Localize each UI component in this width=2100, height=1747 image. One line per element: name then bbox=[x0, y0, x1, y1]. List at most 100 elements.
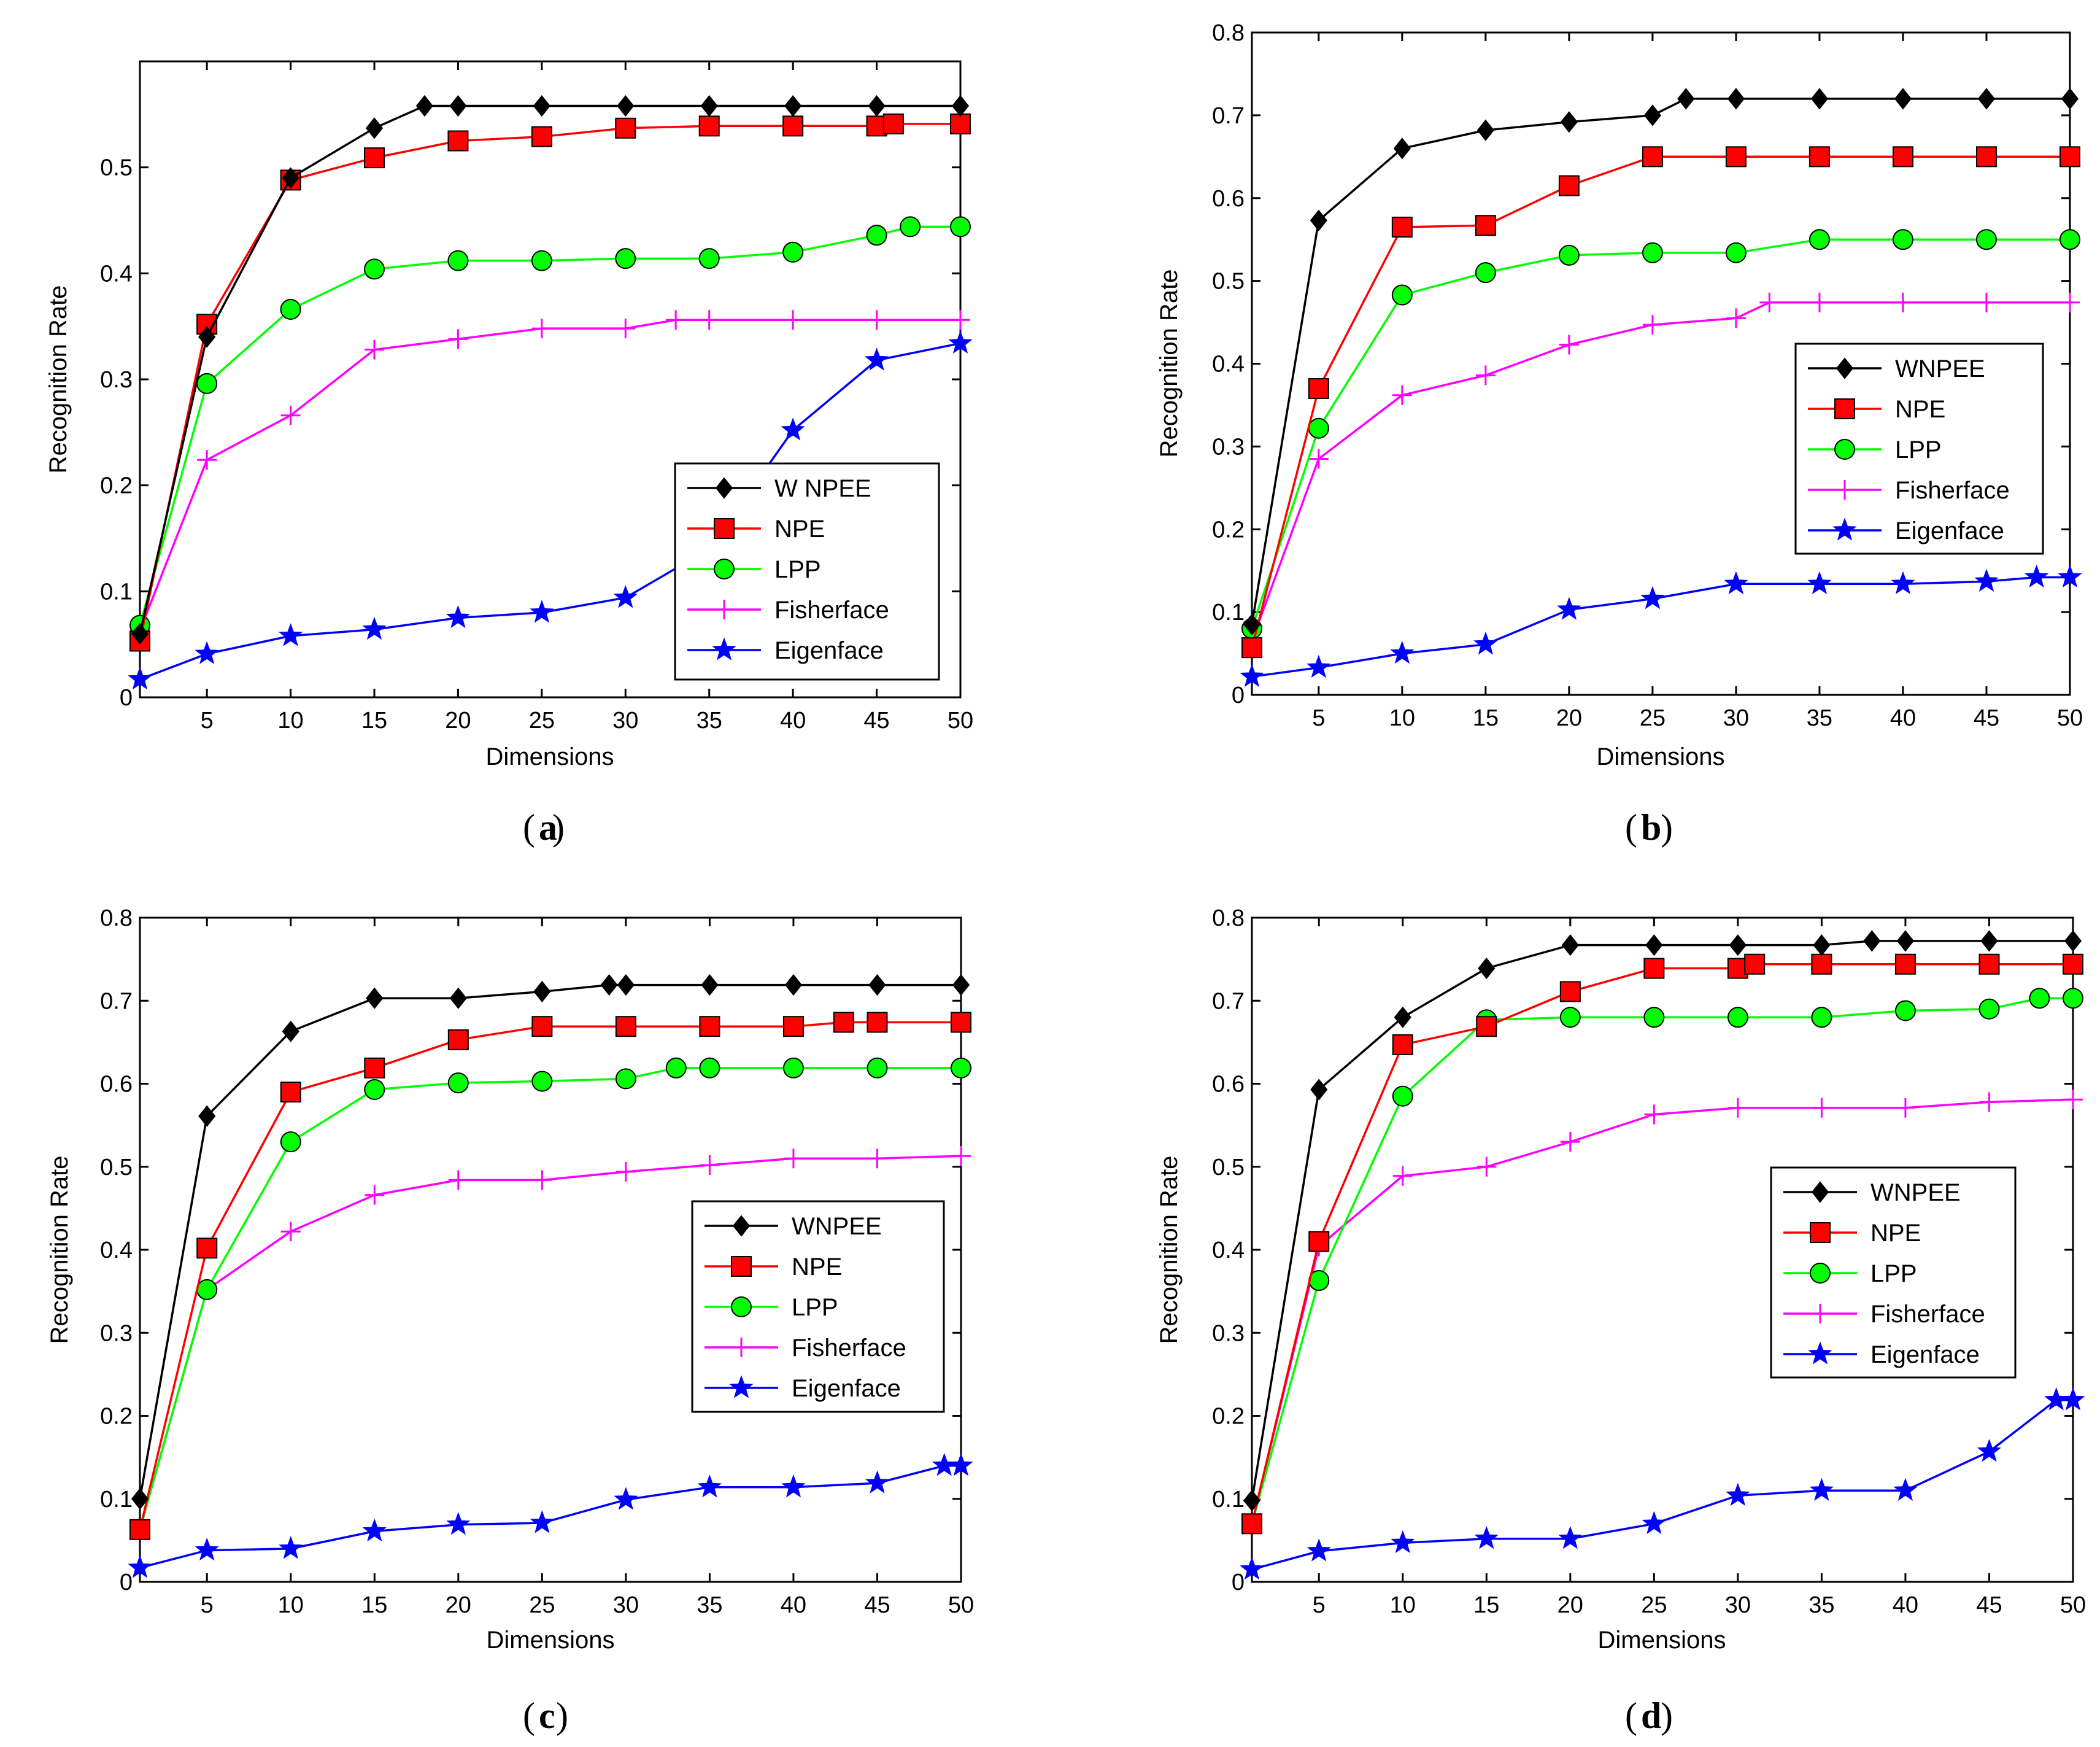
caption-letter: d bbox=[1641, 1695, 1661, 1736]
data-point bbox=[1559, 1007, 1581, 1028]
y-tick-label: 0 bbox=[1232, 1570, 1245, 1595]
y-tick-label: 0.5 bbox=[1212, 269, 1245, 295]
data-point bbox=[449, 987, 467, 1009]
legend-label: LPP bbox=[774, 556, 821, 583]
x-ticks: 5 10 15 20 25 30 35 40 45 50 bbox=[1313, 918, 2086, 1618]
series-line bbox=[1251, 963, 2073, 1524]
x-tick-label: 35 bbox=[697, 1592, 722, 1618]
data-point bbox=[833, 1012, 854, 1033]
x-tick-label: 30 bbox=[613, 1592, 639, 1618]
x-tick-label: 30 bbox=[1725, 1592, 1751, 1618]
y-tick-label: 0.1 bbox=[1212, 1487, 1245, 1513]
data-point bbox=[1243, 1489, 1261, 1512]
data-point bbox=[1975, 229, 1997, 250]
data-point bbox=[1807, 571, 1832, 594]
data-point bbox=[782, 1057, 804, 1079]
data-point bbox=[867, 310, 887, 330]
data-point bbox=[198, 1105, 216, 1127]
y-tick-label: 0.2 bbox=[100, 1404, 133, 1430]
y-tick-label: 0.8 bbox=[1212, 905, 1245, 931]
legend-marker bbox=[1836, 357, 1854, 379]
data-point bbox=[1895, 1098, 1915, 1118]
data-point bbox=[1976, 292, 1996, 312]
x-axis-label: Dimensions bbox=[1598, 1627, 1726, 1654]
data-point bbox=[1809, 1478, 1834, 1501]
x-axis-label: Dimensions bbox=[1597, 743, 1725, 770]
legend-marker bbox=[714, 559, 735, 579]
data-point bbox=[1393, 138, 1411, 160]
x-tick-label: 35 bbox=[697, 708, 722, 734]
x-ticks: 5 10 15 20 25 30 35 40 45 50 bbox=[1312, 33, 2083, 731]
series-line bbox=[139, 104, 960, 634]
x-tick-label: 5 bbox=[201, 708, 214, 734]
x-tick-label: 45 bbox=[863, 708, 889, 734]
legend-label: LPP bbox=[1870, 1260, 1917, 1287]
data-point bbox=[1727, 88, 1745, 110]
data-point bbox=[447, 130, 469, 152]
legend-marker bbox=[731, 1256, 752, 1277]
data-point bbox=[1473, 632, 1498, 655]
data-point bbox=[1645, 934, 1663, 956]
series-npe bbox=[129, 1012, 971, 1540]
data-point bbox=[2063, 988, 2083, 1009]
x-tick-label: 40 bbox=[781, 1592, 806, 1618]
data-point bbox=[1975, 146, 1997, 168]
data-point bbox=[1558, 175, 1580, 196]
y-tick-label: 0.6 bbox=[100, 1072, 133, 1098]
legend-marker bbox=[1811, 1181, 1829, 1203]
data-point bbox=[617, 95, 635, 117]
y-tick-label: 0.4 bbox=[100, 261, 133, 287]
data-point bbox=[531, 319, 552, 339]
data-point bbox=[364, 1057, 385, 1079]
data-point bbox=[698, 248, 720, 269]
data-point bbox=[867, 1012, 888, 1033]
data-point bbox=[1392, 1034, 1413, 1055]
data-point bbox=[1477, 119, 1494, 141]
data-point bbox=[1891, 571, 1915, 594]
data-point bbox=[1677, 88, 1695, 110]
data-point bbox=[1241, 1513, 1262, 1535]
y-ticks: 0 0.1 0.2 0.3 0.4 0.5 bbox=[100, 155, 960, 711]
data-point bbox=[2058, 564, 2082, 588]
data-point bbox=[447, 250, 469, 271]
x-tick-label: 30 bbox=[1723, 705, 1749, 731]
data-point bbox=[197, 450, 217, 470]
data-point bbox=[1813, 934, 1831, 956]
y-tick-label: 0 bbox=[120, 1570, 133, 1595]
x-tick-label: 50 bbox=[948, 708, 973, 734]
data-point bbox=[1644, 1104, 1664, 1125]
data-point bbox=[1893, 1478, 1918, 1501]
data-point bbox=[2029, 988, 2050, 1009]
data-point bbox=[1558, 244, 1580, 266]
data-point bbox=[951, 310, 970, 330]
legend-label: NPE bbox=[1870, 1220, 1921, 1247]
legend-label: WNPEE bbox=[792, 1213, 882, 1240]
data-point bbox=[1475, 365, 1496, 385]
data-point bbox=[1812, 1098, 1832, 1118]
x-tick-label: 20 bbox=[1558, 1592, 1583, 1618]
data-point bbox=[1394, 1006, 1411, 1028]
legend-marker bbox=[714, 518, 735, 539]
data-point bbox=[366, 987, 384, 1009]
x-tick-label: 20 bbox=[445, 708, 471, 734]
data-point bbox=[665, 1057, 687, 1079]
y-tick-label: 0.2 bbox=[100, 473, 133, 499]
data-point bbox=[868, 974, 886, 996]
x-tick-label: 5 bbox=[1312, 705, 1325, 731]
x-tick-label: 10 bbox=[278, 1592, 304, 1618]
svg-text:): ) bbox=[1661, 807, 1673, 848]
data-point bbox=[952, 974, 970, 996]
data-point bbox=[1977, 88, 1996, 110]
legend-label: LPP bbox=[792, 1294, 838, 1321]
series-line bbox=[1251, 98, 2070, 625]
data-point bbox=[700, 95, 718, 117]
svg-text:(: ( bbox=[523, 1695, 535, 1736]
data-point bbox=[1391, 216, 1413, 238]
data-point bbox=[1643, 104, 1661, 126]
data-point bbox=[448, 329, 468, 349]
series-lpp bbox=[1241, 229, 2080, 640]
data-point bbox=[615, 1016, 636, 1037]
data-point bbox=[782, 1016, 804, 1037]
data-point bbox=[280, 1082, 301, 1103]
